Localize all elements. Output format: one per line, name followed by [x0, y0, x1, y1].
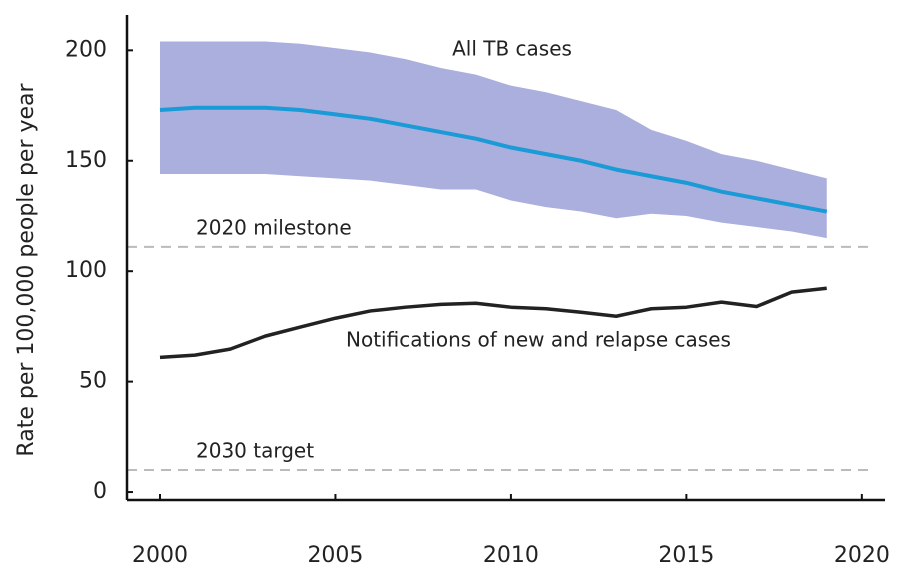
x-tick-label: 2010	[483, 543, 539, 568]
x-tick-label: 2005	[307, 543, 363, 568]
x-tick-label: 2020	[834, 543, 890, 568]
series-label: All TB cases	[452, 37, 572, 61]
y-tick-label: 200	[65, 37, 107, 62]
line	[159, 105, 828, 214]
y-tick-label: 100	[65, 258, 107, 283]
x-tick-label: 2015	[658, 543, 714, 568]
y-axis-title: Rate per 100,000 people per year	[14, 82, 39, 456]
y-tick-label: 150	[65, 148, 107, 173]
y-tick-label: 50	[79, 369, 107, 394]
reference-label: 2030 target	[196, 438, 314, 462]
uncertainty-band	[159, 41, 827, 239]
y-tick-label: 0	[93, 479, 107, 504]
reference-label: 2020 milestone	[196, 215, 352, 239]
series-label: Notifications of new and relapse cases	[346, 328, 731, 352]
x-tick-label: 2000	[132, 543, 188, 568]
line	[159, 286, 827, 360]
